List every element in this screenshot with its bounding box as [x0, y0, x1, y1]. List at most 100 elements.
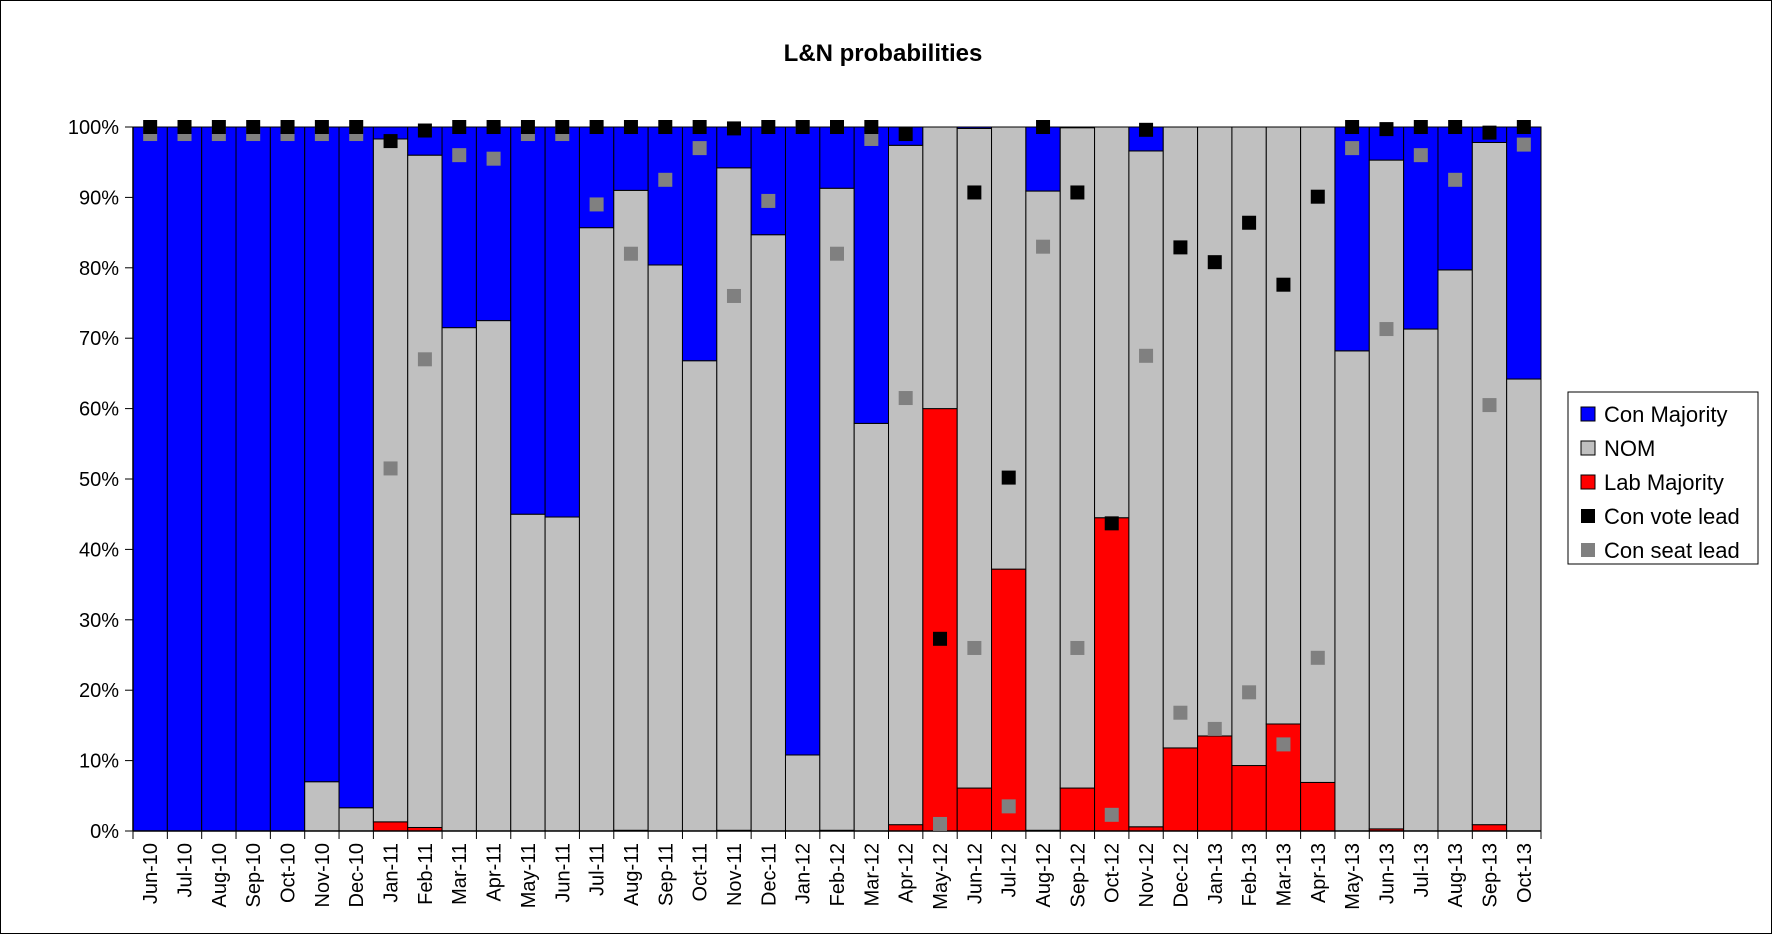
y-tick-label: 20% — [79, 680, 119, 702]
bar-segment — [269, 126, 306, 832]
bar-segment — [784, 126, 821, 756]
bar-segment — [819, 126, 855, 189]
marker-point — [1207, 721, 1222, 736]
marker-point — [383, 134, 398, 149]
bar-segment — [1506, 378, 1542, 832]
bar-segment — [132, 126, 168, 832]
marker-point — [246, 120, 261, 134]
marker-point — [555, 120, 570, 134]
x-tick-label: Aug-10 — [209, 843, 231, 908]
bar-segment — [647, 264, 683, 832]
x-tick-label: Nov-11 — [724, 843, 746, 906]
marker-point — [1207, 255, 1222, 270]
bar-segment — [1334, 126, 1370, 352]
marker-point — [383, 461, 398, 476]
bar-segment — [166, 126, 203, 832]
marker-point — [1516, 137, 1531, 152]
y-tick-label: 50% — [79, 469, 119, 491]
x-tick-label: Feb-11 — [415, 843, 437, 905]
bar-segment — [372, 138, 409, 823]
x-tick-label: Oct-11 — [690, 843, 712, 902]
x-tick-label: Apr-11 — [484, 843, 506, 902]
bar-segment — [1059, 127, 1096, 789]
bar-segment — [1231, 126, 1267, 767]
marker-point — [1448, 120, 1463, 134]
bar-segment — [853, 126, 890, 424]
bar-segment — [888, 144, 924, 826]
plot-axes: 0% 10% 20% 30% 40% 50% 60% 70% 80% 90% 100% Jun-10 J… — [68, 117, 1542, 910]
bar-segment — [235, 126, 271, 832]
bar-segment — [1300, 126, 1336, 783]
x-tick-label: Jul-13 — [1411, 843, 1433, 897]
marker-point — [1001, 799, 1016, 814]
bar-segment — [888, 824, 924, 832]
x-tick-label: Feb-12 — [827, 843, 849, 906]
x-tick-label: Nov-10 — [312, 843, 334, 907]
bar-segment — [1334, 350, 1370, 832]
bar-segment — [1300, 781, 1336, 832]
marker-point — [658, 120, 673, 134]
marker-point — [1448, 172, 1463, 187]
bar-segment — [578, 126, 615, 229]
bar-segment — [853, 422, 890, 832]
x-tick-label: Mar-11 — [449, 843, 471, 905]
marker-point — [589, 120, 604, 134]
bar-segment — [613, 126, 649, 191]
x-tick-label: Jul-11 — [587, 843, 609, 896]
legend-swatch — [1580, 406, 1596, 422]
x-tick-label: Jun-13 — [1376, 843, 1398, 904]
bar-segment — [991, 126, 1027, 570]
marker-point — [417, 123, 432, 138]
bar-segment — [441, 327, 477, 832]
legend-swatch — [1580, 474, 1596, 490]
bar-segment — [1368, 159, 1405, 830]
bar-segment — [1437, 269, 1473, 832]
y-tick-label: 10% — [79, 751, 119, 773]
marker-point — [1276, 277, 1291, 292]
bar-segment — [1471, 824, 1508, 832]
marker-point — [280, 120, 295, 134]
bar-segment — [544, 516, 580, 832]
x-tick-label: Aug-13 — [1445, 843, 1467, 908]
chart-title: L&N probabilities — [784, 40, 983, 67]
bar-segment — [716, 167, 752, 831]
marker-point — [761, 193, 776, 208]
marker-point — [1310, 189, 1325, 204]
marker-point — [314, 120, 329, 134]
marker-point — [658, 172, 673, 187]
x-tick-label: Mar-13 — [1273, 843, 1295, 906]
marker-point — [1379, 322, 1394, 337]
bar-segment — [1162, 747, 1199, 832]
x-tick-label: Sep-13 — [1479, 843, 1501, 908]
bar-segment — [956, 127, 993, 789]
y-tick-label: 40% — [79, 539, 119, 561]
marker-point — [417, 352, 432, 367]
marker-point — [1242, 215, 1257, 230]
x-tick-label: Jun-11 — [552, 843, 574, 903]
bar-segment — [201, 126, 237, 832]
marker-point — [177, 120, 192, 134]
legend-label: Con seat lead — [1604, 538, 1740, 563]
marker-point — [692, 141, 707, 156]
x-tick-label: Jul-10 — [175, 843, 197, 897]
y-tick-label: 0% — [90, 821, 119, 843]
bar-segment — [1231, 765, 1267, 832]
x-tick-label: Feb-13 — [1239, 843, 1261, 906]
marker-point — [623, 246, 638, 261]
bar-segment — [1471, 141, 1508, 826]
marker-point — [1036, 120, 1051, 134]
marker-point — [1139, 348, 1154, 363]
x-tick-label: Sep-10 — [243, 843, 265, 908]
marker-point — [1413, 120, 1428, 134]
bar-segment — [750, 126, 786, 236]
x-tick-label: Oct-10 — [278, 843, 300, 903]
marker-point — [452, 120, 467, 134]
x-tick-label: Sep-12 — [1067, 843, 1089, 908]
marker-point — [692, 120, 707, 134]
marker-point — [933, 631, 948, 646]
marker-point — [1104, 807, 1119, 822]
marker-point — [1516, 120, 1531, 134]
marker-point — [830, 120, 844, 134]
marker-point — [486, 120, 501, 134]
